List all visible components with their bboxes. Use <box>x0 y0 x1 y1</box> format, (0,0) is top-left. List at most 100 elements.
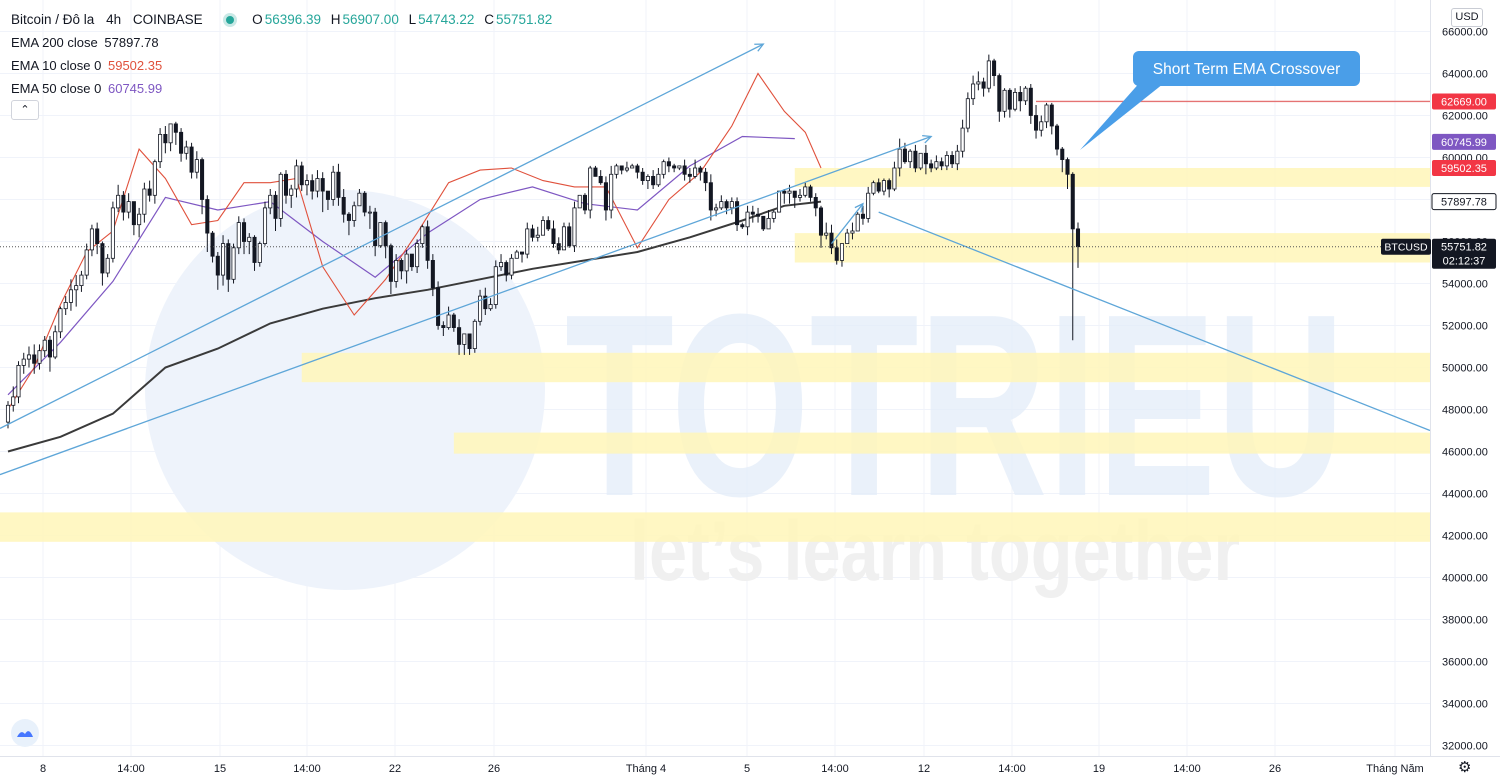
candle <box>236 216 241 255</box>
candle-body-up <box>16 364 21 398</box>
candle-body-down <box>1018 92 1023 102</box>
candle <box>719 195 724 210</box>
price-label: 57897.78 <box>1431 193 1497 211</box>
candle-body-up <box>53 331 58 358</box>
candle-body-up <box>137 213 142 226</box>
candle-body-down <box>750 211 755 215</box>
candle-body-up <box>247 236 252 242</box>
candle-body-up <box>986 60 991 89</box>
candle-body-down <box>483 295 488 310</box>
candle-body-up <box>771 211 776 219</box>
candle <box>95 222 100 255</box>
y-tick-label: 62000.00 <box>1442 111 1488 123</box>
candle-body-down <box>887 180 892 190</box>
candle-body-up <box>462 333 467 345</box>
candle-body-down <box>425 226 430 261</box>
candle-body-down <box>200 159 205 200</box>
candle <box>897 138 902 177</box>
candle <box>866 186 871 223</box>
trendline <box>0 43 764 429</box>
candle <box>131 201 136 236</box>
candle-body-down <box>740 224 745 228</box>
candle-body-up <box>561 226 567 251</box>
y-tick-label: 32000.00 <box>1442 741 1488 753</box>
candle <box>189 142 194 179</box>
watermark-main-text: TOTRIEU <box>565 261 1345 551</box>
candle-body-down <box>950 154 955 165</box>
candle <box>68 279 73 311</box>
candle-body-up <box>787 190 792 194</box>
candle-body-up <box>37 350 42 364</box>
candle-body-up <box>850 230 855 234</box>
candle <box>352 201 357 227</box>
candle-body-up <box>74 285 79 291</box>
ema-lines <box>7 72 822 453</box>
candle-body-up <box>525 228 530 255</box>
candle-body-up <box>918 152 923 169</box>
trendline <box>878 211 1431 432</box>
annotation-callout[interactable]: Short Term EMA Crossover <box>1080 51 1360 150</box>
interval-label[interactable]: 4h <box>106 12 122 27</box>
candle <box>483 287 488 315</box>
candle-body-down <box>1070 173 1075 230</box>
candle <box>137 207 142 238</box>
candle <box>63 296 68 315</box>
price-label-box <box>1432 238 1496 269</box>
candle-body-up <box>1013 92 1018 110</box>
candle-body-down <box>672 165 677 169</box>
candle-body-up <box>892 167 897 190</box>
indicator-ema-10[interactable]: EMA 10 close 0 59502.35 <box>11 54 558 77</box>
indicator-ema-50[interactable]: EMA 50 close 0 60745.99 <box>11 77 558 100</box>
price-label: 62669.00 <box>1432 93 1496 110</box>
candle-body-down <box>1065 159 1070 175</box>
candle <box>110 201 115 263</box>
candle-body-up <box>79 274 84 287</box>
candle-body-up <box>614 165 619 175</box>
candle-body-down <box>666 161 671 167</box>
candle <box>881 178 886 196</box>
gear-icon[interactable]: ⚙ <box>1458 759 1472 776</box>
candle-body-down <box>388 245 393 282</box>
currency-button[interactable]: USD <box>1451 8 1483 27</box>
candle-body-down <box>992 60 997 77</box>
candle <box>252 235 257 271</box>
candle <box>79 270 84 292</box>
candle-body-down <box>173 123 178 133</box>
candle-body-up <box>509 257 514 276</box>
candle-body-down <box>913 150 918 169</box>
candle <box>357 189 362 207</box>
candle <box>860 205 865 225</box>
tradingview-logo-icon[interactable] <box>11 719 39 747</box>
candle <box>509 254 514 280</box>
indicator-ema-200[interactable]: EMA 200 close 57897.78 <box>11 31 558 54</box>
candle <box>561 222 567 251</box>
candle-body-down <box>273 194 278 219</box>
candle-body-up <box>934 161 939 169</box>
candle <box>530 224 535 242</box>
candle-body-up <box>866 192 871 219</box>
x-tick-label: 26 <box>488 763 500 775</box>
candle-body-down <box>708 182 713 211</box>
candle <box>960 119 965 158</box>
candle-body-up <box>855 213 860 232</box>
candle-body-up <box>404 253 409 272</box>
candle-body-down <box>409 253 414 268</box>
x-tick-label: 14:00 <box>117 763 145 775</box>
trendline-arrowhead <box>854 202 864 213</box>
candle-body-up <box>897 148 902 169</box>
candle <box>32 344 37 374</box>
candle-body-down <box>399 259 404 272</box>
candle-body-up <box>257 243 262 263</box>
candle <box>242 218 247 255</box>
symbol-name[interactable]: Bitcoin / Đô la <box>11 12 95 27</box>
axes <box>0 0 1500 757</box>
candle-body-down <box>981 81 986 89</box>
candle <box>693 159 698 179</box>
candle <box>997 73 1002 122</box>
candle <box>173 121 178 145</box>
candle-body-down <box>551 228 556 244</box>
collapse-legend-button[interactable]: ⌃ <box>11 100 39 120</box>
annotation-box <box>1133 51 1360 86</box>
support-zone <box>794 233 1430 263</box>
